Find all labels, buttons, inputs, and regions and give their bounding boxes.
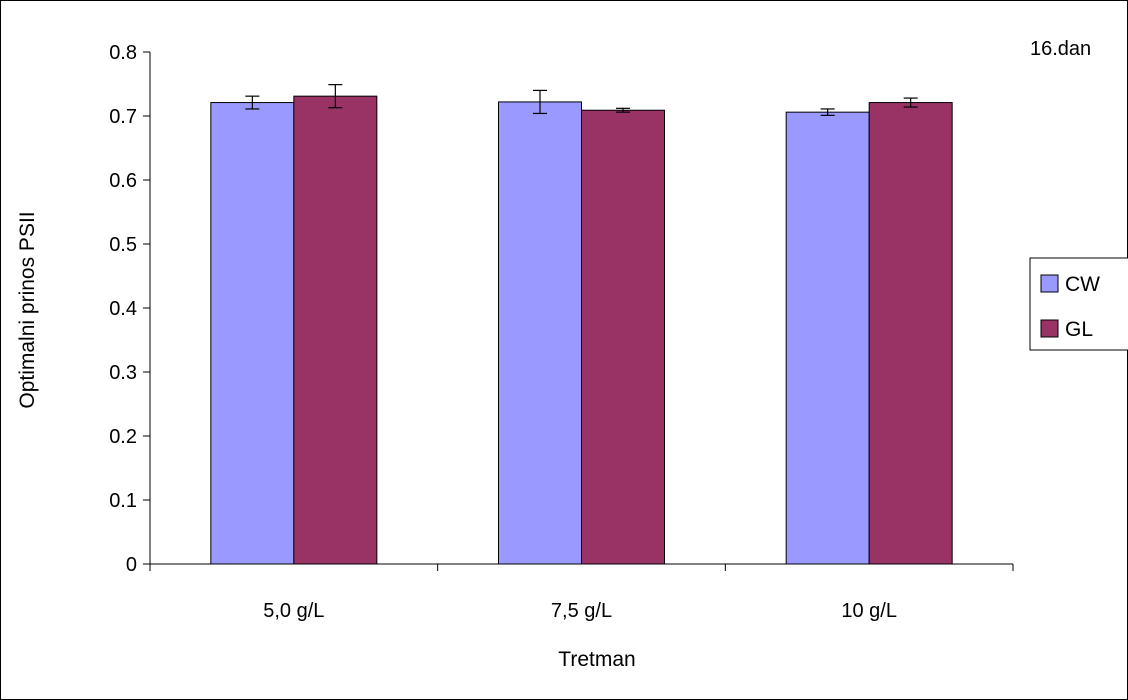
bar-gl [581, 109, 665, 565]
legend-swatch-cw [1040, 274, 1059, 293]
y-tick-label: 0.8 [109, 42, 137, 64]
bar-gl [293, 95, 378, 565]
y-axis-title: Optimalni prinos PSII [16, 211, 39, 408]
bar-gl [868, 102, 953, 565]
bar-cw [498, 101, 582, 565]
legend-label-gl: GL [1065, 318, 1093, 341]
bars [210, 95, 953, 565]
x-axis-title: Tretman [558, 648, 635, 671]
y-tick-label: 0 [126, 554, 137, 576]
legend-label-cw: CW [1065, 273, 1100, 296]
y-tick-label: 0.7 [109, 106, 137, 128]
x-axis: 5,0 g/L 7,5 g/L 10 g/L [149, 563, 1014, 622]
bar-cw [785, 111, 870, 565]
chart-title: 16.dan [1030, 38, 1091, 60]
bar-cw [210, 102, 295, 565]
x-tick-label: 5,0 g/L [263, 600, 324, 622]
x-tick-label: 10 g/L [841, 600, 897, 622]
error-bars [245, 84, 918, 116]
legend: CW GL [1029, 257, 1128, 351]
y-tick-label: 0.2 [109, 426, 137, 448]
y-axis: 0 0.1 0.2 0.3 0.4 0.5 0.6 0.7 0.8 [109, 42, 151, 576]
y-tick-label: 0.4 [109, 298, 137, 320]
y-tick-label: 0.5 [109, 234, 137, 256]
x-tick-label: 7,5 g/L [551, 600, 612, 622]
y-tick-label: 0.6 [109, 170, 137, 192]
legend-swatch-gl [1040, 319, 1059, 338]
y-tick-label: 0.1 [109, 490, 137, 512]
y-tick-label: 0.3 [109, 362, 137, 384]
